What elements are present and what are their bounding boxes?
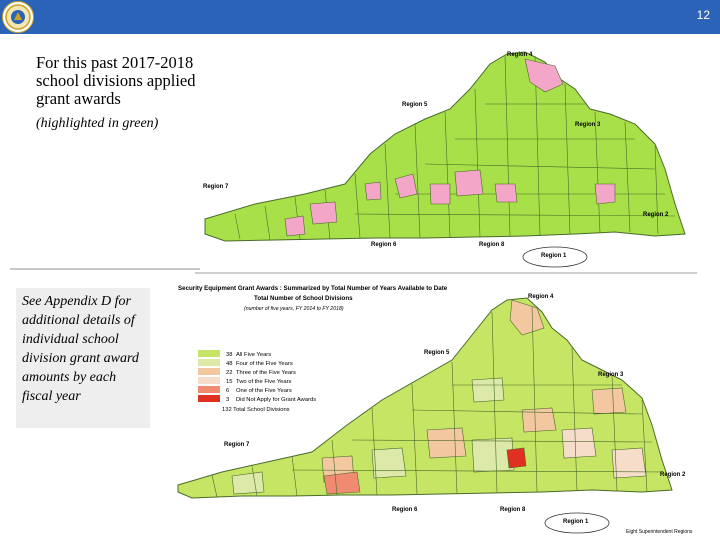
map2-region-3-label: Region 3	[598, 372, 624, 378]
map1-region-3-label: Region 3	[575, 122, 601, 128]
section-divider	[10, 268, 200, 270]
legend-count: 38	[226, 352, 232, 358]
map2-region-5-label: Region 5	[424, 350, 450, 356]
map2-region-7-label: Region 7	[224, 442, 250, 448]
map2-region-4-label: Region 4	[528, 294, 554, 300]
legend-label: Three of the Five Years	[236, 370, 296, 376]
map-2017-2018-awards: Region 4 Region 5 Region 3 Region 7 Regi…	[195, 44, 697, 274]
legend-label: Two of the Five Years	[236, 379, 292, 385]
legend-swatch-none	[198, 395, 220, 402]
map1-region-6-label: Region 6	[371, 242, 397, 248]
appendix-note: See Appendix D for additional details of…	[16, 288, 150, 428]
map2-subtitle: Total Number of School Divisions	[254, 295, 353, 302]
legend-swatch-all-five	[198, 350, 220, 357]
legend-count: 3	[226, 397, 229, 403]
legend-swatch-three	[198, 368, 220, 375]
map2-region-8-label: Region 8	[500, 507, 526, 513]
legend-count: 22	[226, 370, 232, 376]
legend-count: 6	[226, 388, 229, 394]
map2-period: (number of five years, FY 2014 to FY 201…	[244, 306, 344, 312]
map2-region-1-label: Region 1	[563, 519, 589, 525]
legend-label: One of the Five Years	[236, 388, 292, 394]
map1-region-4-label: Region 4	[507, 52, 533, 58]
map1-region-7-label: Region 7	[203, 184, 229, 190]
map2-region-6-label: Region 6	[392, 507, 418, 513]
page-number: 12	[696, 8, 710, 22]
legend-swatch-two	[198, 377, 220, 384]
legend-count: 15	[226, 379, 232, 385]
map2-legend: 38 All Five Years 48 Four of the Five Ye…	[198, 350, 316, 413]
legend-label: Did Not Apply for Grant Awards	[236, 397, 316, 403]
legend-count: 48	[226, 361, 232, 367]
header-bar: 12	[0, 0, 720, 34]
map2-footnote: Eight Superintendent Regions	[626, 529, 693, 535]
map1-region-8-label: Region 8	[479, 242, 505, 248]
legend-total: 132 Total School Divisions	[222, 407, 290, 413]
legend-swatch-four	[198, 359, 220, 366]
highlight-note: (highlighted in green)	[36, 116, 159, 131]
map1-region-5-label: Region 5	[402, 102, 428, 108]
state-seal-icon	[2, 1, 34, 33]
legend-label: All Five Years	[236, 352, 271, 358]
map-five-year-summary: Security Equipment Grant Awards : Summar…	[172, 280, 718, 538]
map2-title: Security Equipment Grant Awards : Summar…	[178, 285, 448, 292]
map1-region-2-label: Region 2	[643, 212, 669, 218]
map1-region-1-label: Region 1	[541, 253, 567, 259]
map2-region-2-label: Region 2	[660, 472, 686, 478]
legend-label: Four of the Five Years	[236, 361, 293, 367]
legend-swatch-one	[198, 386, 220, 393]
